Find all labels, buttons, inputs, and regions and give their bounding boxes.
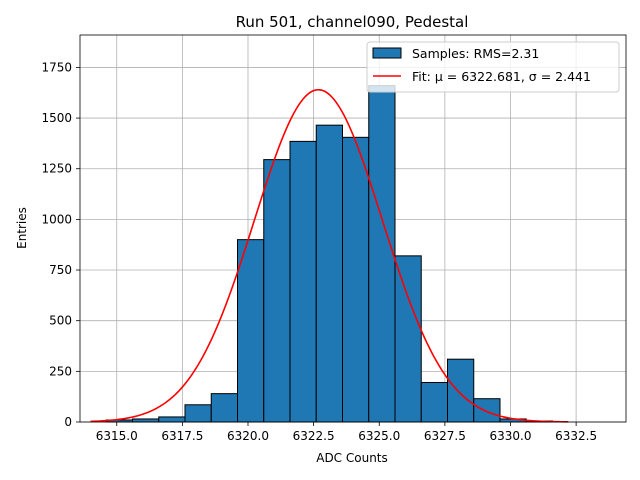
legend-hist-label: Samples: RMS=2.31 — [412, 46, 539, 61]
y-tick-label: 250 — [49, 364, 72, 378]
x-tick-label: 6332.5 — [555, 429, 597, 443]
y-tick-label: 500 — [49, 314, 72, 328]
x-tick-label: 6327.5 — [424, 429, 466, 443]
histogram-bar — [315, 124, 343, 423]
y-tick-label: 1500 — [41, 111, 72, 125]
x-tick-label: 6330.0 — [490, 429, 532, 443]
histogram-bar — [158, 416, 186, 423]
legend-hist-swatch — [372, 47, 402, 59]
y-axis-ticks: 0 250 500 750 1000 1250 1500 1750 — [41, 60, 80, 429]
histogram-bar — [184, 404, 212, 423]
histogram-bar — [289, 140, 317, 423]
legend: Samples: RMS=2.31 Fit: μ = 6322.681, σ =… — [366, 41, 620, 93]
chart-title: Run 501, channel090, Pedestal — [236, 13, 469, 31]
histogram-bar — [473, 398, 501, 423]
y-tick-label: 1250 — [41, 162, 72, 176]
histogram-bar — [420, 381, 448, 423]
y-tick-label: 1750 — [41, 60, 72, 74]
x-tick-label: 6317.5 — [161, 429, 203, 443]
histogram-bar — [263, 159, 291, 423]
histogram-bar — [368, 85, 396, 423]
histogram-bar — [342, 136, 370, 423]
y-axis-label: Entries — [15, 207, 29, 249]
x-axis-ticks: 6315.0 6317.5 6320.0 6322.5 6325.0 6327.5 6330… — [96, 422, 597, 443]
x-tick-label: 6320.0 — [227, 429, 269, 443]
x-axis-label: ADC Counts — [316, 451, 388, 465]
histogram-bars — [105, 85, 553, 423]
y-tick-label: 0 — [64, 415, 72, 429]
histogram-bar — [132, 418, 160, 423]
histogram-bar — [394, 255, 422, 423]
y-tick-label: 1000 — [41, 212, 72, 226]
x-tick-label: 6322.5 — [293, 429, 335, 443]
fit-curve-layer — [90, 88, 569, 423]
legend-fit-label: Fit: μ = 6322.681, σ = 2.441 — [412, 69, 591, 84]
histogram-bar — [237, 239, 265, 423]
plot-frame — [79, 34, 627, 423]
histogram-bar — [210, 393, 238, 423]
x-tick-label: 6315.0 — [96, 429, 138, 443]
y-tick-label: 750 — [49, 263, 72, 277]
histogram-bar — [447, 358, 475, 423]
fit-curve — [90, 88, 569, 423]
x-tick-label: 6325.0 — [358, 429, 400, 443]
legend-box — [366, 41, 620, 93]
